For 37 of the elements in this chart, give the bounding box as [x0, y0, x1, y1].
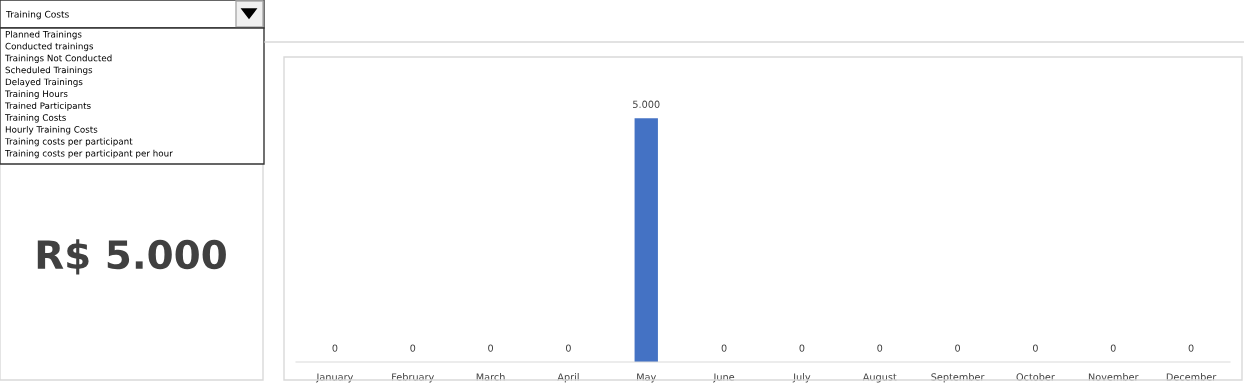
data-label: 0 — [1032, 344, 1038, 352]
text: Training Costs — [4, 114, 66, 123]
data-label: 0 — [877, 344, 883, 352]
data-label: 0 — [1110, 344, 1116, 352]
data-label: 0 — [1188, 344, 1194, 352]
data-label: 5.000 — [633, 100, 660, 108]
data-label: 0 — [410, 344, 416, 352]
data-label: 0 — [799, 344, 805, 352]
x-tick-label: September — [931, 373, 985, 383]
text: Trainings Not Conducted — [4, 54, 112, 64]
data-label: 0 — [488, 344, 494, 352]
x-tick-label: March — [476, 373, 505, 381]
text: Training costs per participant — [4, 137, 133, 147]
data-label: 0 — [332, 344, 338, 352]
text: Hourly Training Costs — [5, 125, 98, 135]
text: Planned Trainings — [5, 30, 82, 40]
x-tick-label: October — [1016, 373, 1055, 381]
x-tick-label: February — [392, 373, 434, 383]
text: Trained Participants — [4, 102, 91, 111]
x-tick-label: June — [712, 373, 735, 383]
x-tick-label: July — [792, 373, 811, 383]
data-label: 0 — [955, 344, 961, 352]
x-tick-label: August — [862, 373, 897, 383]
data-label: 0 — [565, 344, 571, 352]
x-tick-label: April — [557, 373, 579, 383]
text: Training Hours — [4, 90, 68, 99]
x-tick-label: December — [1166, 373, 1217, 381]
text: Delayed Trainings — [5, 78, 83, 87]
text: Conducted trainings — [5, 42, 94, 52]
text: R$ 5.000 — [37, 239, 226, 275]
x-tick-label: November — [1088, 373, 1139, 381]
data-label: 0 — [721, 344, 727, 352]
text: Training costs per participant per hour — [4, 149, 173, 159]
text: Training Costs — [5, 10, 69, 20]
x-tick-label: May — [637, 373, 657, 383]
text: Scheduled Trainings — [5, 66, 93, 75]
x-tick-label: January — [315, 373, 354, 383]
